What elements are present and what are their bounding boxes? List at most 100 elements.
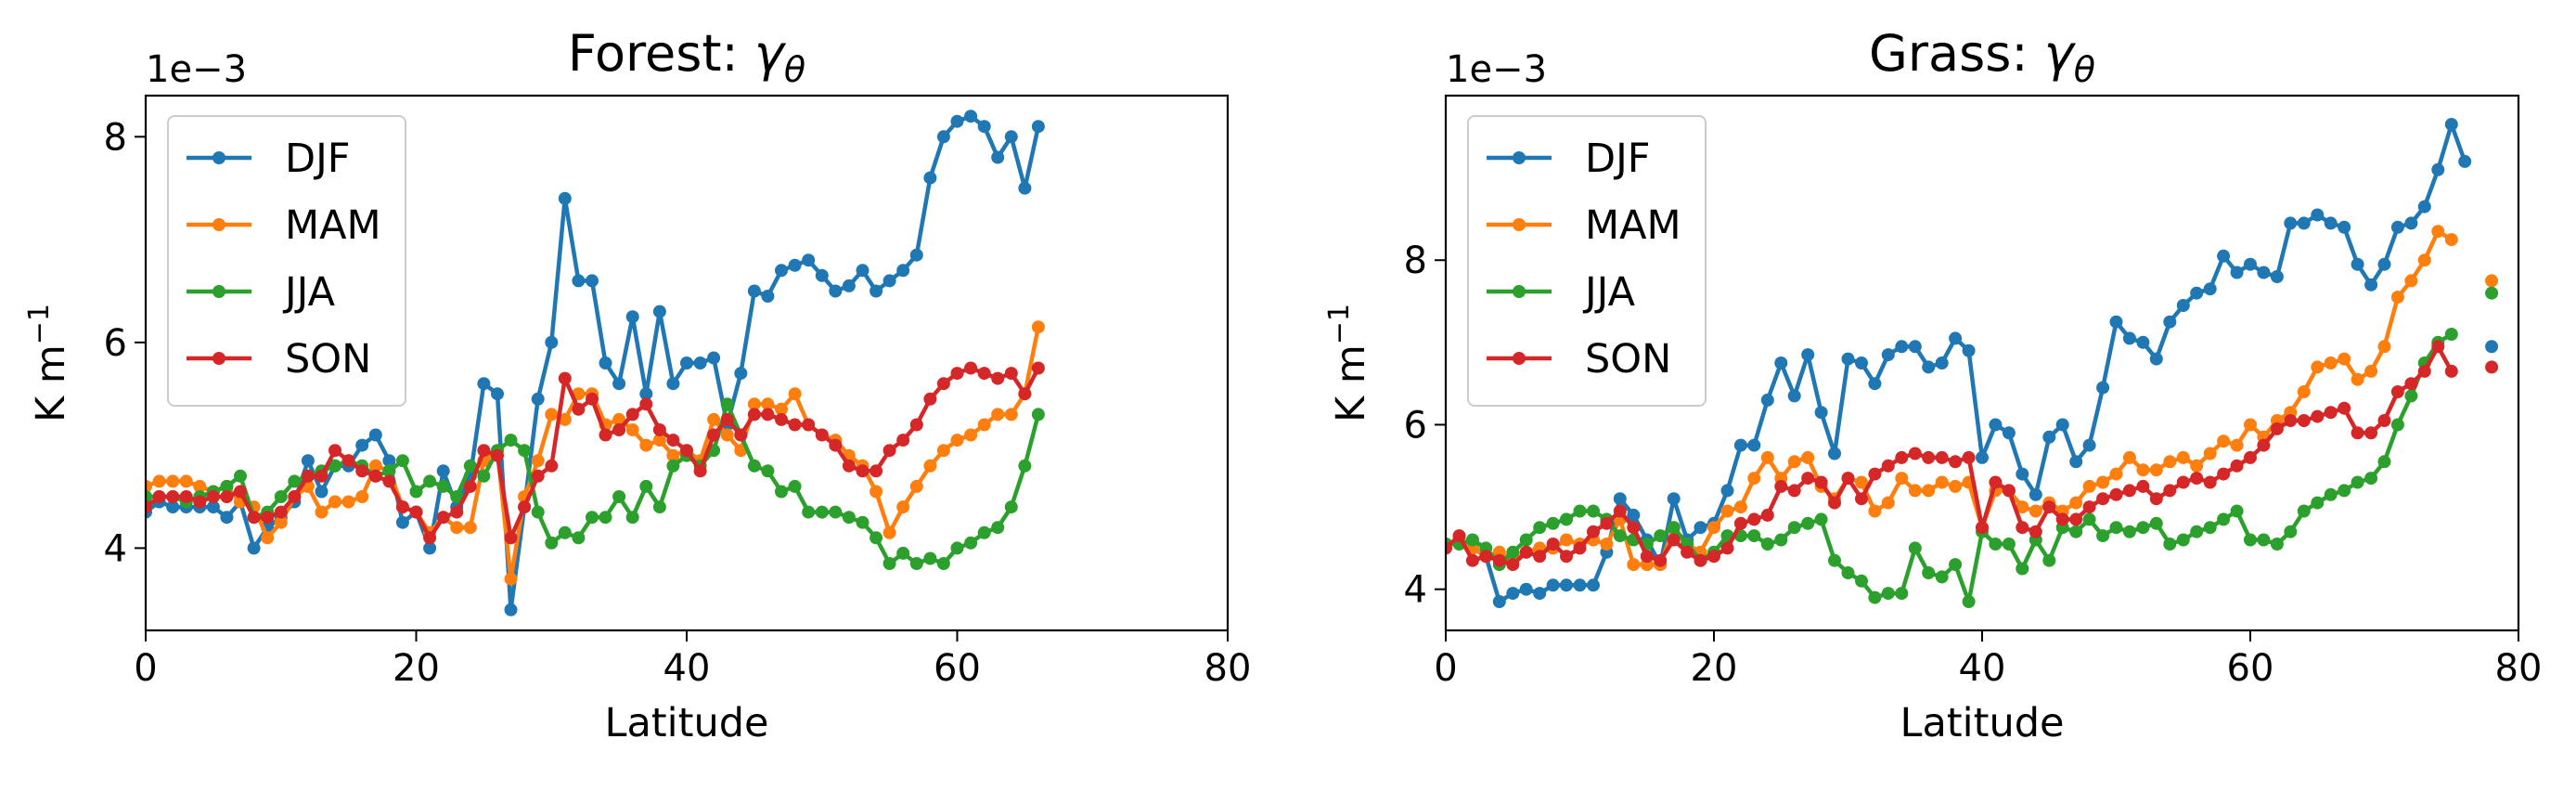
data-point (1868, 504, 1882, 518)
y-tick-label: 8 (104, 116, 127, 159)
data-point (1681, 545, 1694, 559)
data-point (2485, 286, 2499, 300)
data-point (1533, 521, 1547, 535)
data-point (2257, 533, 2271, 547)
data-point (166, 500, 180, 514)
data-point (842, 511, 856, 525)
title-subscript: θ (2074, 49, 2095, 90)
data-point (2122, 450, 2136, 464)
data-point (179, 490, 193, 503)
data-point (2324, 406, 2338, 420)
data-point (1801, 516, 1815, 530)
data-point (2163, 484, 2177, 498)
data-point (1922, 484, 1936, 498)
y-tick-label: 8 (1404, 240, 1427, 282)
data-point (896, 434, 910, 447)
data-point (193, 479, 207, 493)
data-point (2136, 521, 2150, 535)
data-point (977, 418, 991, 432)
data-point (2217, 249, 2231, 263)
data-point (355, 438, 369, 452)
data-point (2136, 335, 2150, 349)
data-point (1613, 492, 1627, 506)
data-point (612, 490, 626, 503)
data-point (1004, 500, 1018, 514)
data-point (788, 479, 802, 493)
data-point (1801, 450, 1815, 464)
data-point (802, 418, 816, 432)
data-point (2109, 315, 2123, 329)
data-point (936, 444, 950, 458)
data-point (436, 511, 450, 525)
data-point (666, 434, 680, 447)
data-point (328, 459, 341, 473)
chart-title: Grass: γθ (1869, 24, 2095, 90)
data-point (1908, 340, 1922, 354)
data-point (923, 171, 937, 185)
data-point (2284, 525, 2298, 538)
data-point (1533, 587, 1547, 601)
data-point (1881, 587, 1895, 601)
data-point (1640, 550, 1654, 564)
data-point (2404, 274, 2418, 288)
data-point (923, 551, 937, 565)
data-point (950, 541, 964, 555)
data-point (2485, 340, 2499, 354)
data-point (2096, 475, 2110, 489)
data-point (2311, 409, 2325, 423)
data-point (747, 408, 761, 421)
data-point (2390, 385, 2404, 398)
data-point (423, 474, 437, 488)
data-point (1465, 533, 1479, 547)
data-point (1787, 455, 1801, 469)
data-point (1855, 574, 1868, 588)
data-point (2297, 414, 2311, 427)
data-point (2431, 340, 2445, 354)
data-point (152, 490, 166, 503)
data-point (315, 485, 328, 499)
data-point (328, 444, 341, 458)
data-point (450, 505, 464, 519)
x-tick-label: 20 (393, 647, 440, 690)
data-point (1031, 320, 1045, 334)
data-point (288, 474, 302, 488)
data-point (504, 531, 518, 545)
data-point (964, 110, 978, 123)
data-point (1787, 521, 1801, 535)
data-point (315, 469, 328, 483)
data-point (1452, 529, 1466, 543)
data-point (463, 479, 477, 493)
legend-label: SON (285, 336, 371, 383)
data-point (1560, 533, 1573, 547)
data-point (1801, 348, 1815, 362)
data-point (368, 428, 382, 442)
data-point (2109, 467, 2123, 481)
data-point (2270, 270, 2284, 283)
data-point (652, 434, 666, 447)
data-point (1519, 545, 1533, 559)
data-point (2364, 364, 2378, 378)
data-point (1787, 484, 1801, 498)
data-point (274, 505, 288, 519)
data-point (734, 367, 748, 381)
data-point (1949, 455, 1963, 469)
data-point (1774, 357, 1788, 370)
data-point (1018, 181, 1032, 195)
data-point (1881, 348, 1895, 362)
y-tick-label: 6 (1404, 404, 1427, 447)
data-point (936, 557, 950, 570)
data-point (1707, 550, 1720, 564)
data-point (261, 511, 275, 525)
data-point (2444, 118, 2458, 131)
data-point (1989, 538, 2003, 551)
data-point (2016, 467, 2029, 481)
data-point (2324, 357, 2338, 370)
data-point (829, 284, 843, 298)
data-point (856, 264, 869, 278)
axes-frame (1444, 94, 2520, 632)
data-point (707, 351, 721, 365)
data-point (2257, 438, 2271, 452)
x-tick-label: 0 (1434, 647, 1457, 690)
data-point (1962, 450, 1976, 464)
